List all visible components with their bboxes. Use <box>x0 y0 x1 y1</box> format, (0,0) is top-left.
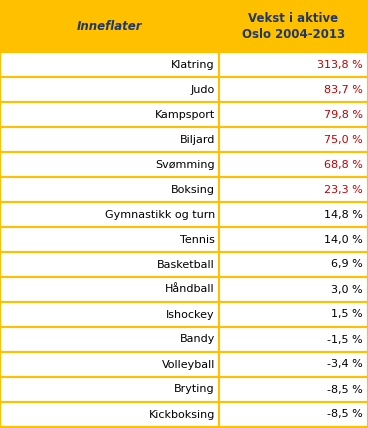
Bar <box>0 0 368 52</box>
Text: -3,4 %: -3,4 % <box>327 360 363 369</box>
Text: Gymnastikk og turn: Gymnastikk og turn <box>105 209 215 220</box>
Bar <box>0 177 219 202</box>
Text: 75,0 %: 75,0 % <box>324 134 363 145</box>
Bar <box>0 102 219 127</box>
Text: Bryting: Bryting <box>174 384 215 395</box>
Text: Håndball: Håndball <box>165 285 215 294</box>
Text: 79,8 %: 79,8 % <box>324 110 363 119</box>
Bar <box>219 277 368 302</box>
Bar <box>0 127 219 152</box>
Text: 3,0 %: 3,0 % <box>331 285 363 294</box>
Bar <box>219 327 368 352</box>
Text: Klatring: Klatring <box>171 59 215 69</box>
Bar <box>219 402 368 427</box>
Bar <box>219 202 368 227</box>
Text: Svømming: Svømming <box>155 160 215 169</box>
Bar <box>219 377 368 402</box>
Text: 6,9 %: 6,9 % <box>331 259 363 270</box>
Text: 1,5 %: 1,5 % <box>331 309 363 319</box>
Text: Biljard: Biljard <box>180 134 215 145</box>
Text: 14,0 %: 14,0 % <box>324 235 363 244</box>
Text: -8,5 %: -8,5 % <box>327 384 363 395</box>
Bar <box>219 52 368 77</box>
Text: 68,8 %: 68,8 % <box>324 160 363 169</box>
Text: 83,7 %: 83,7 % <box>324 84 363 95</box>
Text: -8,5 %: -8,5 % <box>327 410 363 419</box>
Bar <box>219 152 368 177</box>
Bar <box>0 277 219 302</box>
Bar <box>0 377 219 402</box>
Text: Volleyball: Volleyball <box>162 360 215 369</box>
Bar <box>0 252 219 277</box>
Bar <box>0 402 219 427</box>
Text: Bandy: Bandy <box>180 335 215 345</box>
Bar <box>219 352 368 377</box>
Bar <box>219 227 368 252</box>
Bar <box>0 152 219 177</box>
Text: 23,3 %: 23,3 % <box>324 184 363 194</box>
Bar <box>219 302 368 327</box>
Text: Basketball: Basketball <box>157 259 215 270</box>
Text: Ishockey: Ishockey <box>166 309 215 319</box>
Bar <box>219 177 368 202</box>
Bar <box>0 227 219 252</box>
Bar <box>219 77 368 102</box>
Bar <box>0 327 219 352</box>
Bar <box>0 77 219 102</box>
Bar <box>0 202 219 227</box>
Bar <box>219 127 368 152</box>
Text: 14,8 %: 14,8 % <box>324 209 363 220</box>
Bar <box>219 252 368 277</box>
Bar <box>0 352 219 377</box>
Bar <box>0 302 219 327</box>
Text: Inneflater: Inneflater <box>77 20 142 33</box>
Text: Kampsport: Kampsport <box>155 110 215 119</box>
Text: Kickboksing: Kickboksing <box>149 410 215 419</box>
Bar <box>0 52 219 77</box>
Text: Tennis: Tennis <box>180 235 215 244</box>
Text: Boksing: Boksing <box>171 184 215 194</box>
Text: 313,8 %: 313,8 % <box>317 59 363 69</box>
Text: Judo: Judo <box>191 84 215 95</box>
Text: -1,5 %: -1,5 % <box>328 335 363 345</box>
Text: Vekst i aktive
Oslo 2004-2013: Vekst i aktive Oslo 2004-2013 <box>242 12 345 41</box>
Bar <box>219 102 368 127</box>
